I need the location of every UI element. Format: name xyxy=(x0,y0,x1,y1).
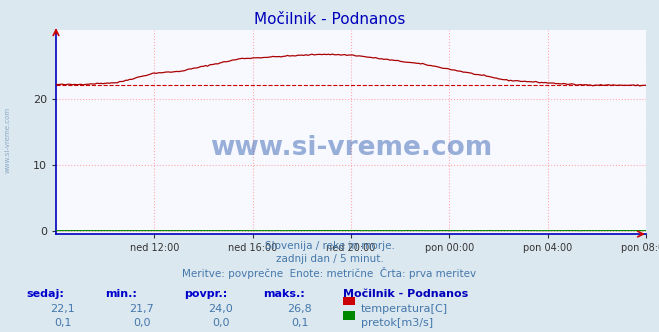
Text: 22,1: 22,1 xyxy=(50,304,75,314)
Text: www.si-vreme.com: www.si-vreme.com xyxy=(5,106,11,173)
Text: temperatura[C]: temperatura[C] xyxy=(361,304,448,314)
Text: Močilnik - Podnanos: Močilnik - Podnanos xyxy=(343,289,468,299)
Text: Meritve: povprečne  Enote: metrične  Črta: prva meritev: Meritve: povprečne Enote: metrične Črta:… xyxy=(183,267,476,279)
Text: 21,7: 21,7 xyxy=(129,304,154,314)
Text: 0,1: 0,1 xyxy=(54,318,71,328)
Text: 0,1: 0,1 xyxy=(291,318,308,328)
Text: zadnji dan / 5 minut.: zadnji dan / 5 minut. xyxy=(275,254,384,264)
Text: 26,8: 26,8 xyxy=(287,304,312,314)
Text: 0,0: 0,0 xyxy=(133,318,150,328)
Text: maks.:: maks.: xyxy=(264,289,305,299)
Text: pretok[m3/s]: pretok[m3/s] xyxy=(361,318,433,328)
Text: www.si-vreme.com: www.si-vreme.com xyxy=(210,135,492,161)
Text: Slovenija / reke in morje.: Slovenija / reke in morje. xyxy=(264,241,395,251)
Text: 0,0: 0,0 xyxy=(212,318,229,328)
Text: sedaj:: sedaj: xyxy=(26,289,64,299)
Text: povpr.:: povpr.: xyxy=(185,289,228,299)
Text: Močilnik - Podnanos: Močilnik - Podnanos xyxy=(254,12,405,27)
Text: 24,0: 24,0 xyxy=(208,304,233,314)
Text: min.:: min.: xyxy=(105,289,137,299)
